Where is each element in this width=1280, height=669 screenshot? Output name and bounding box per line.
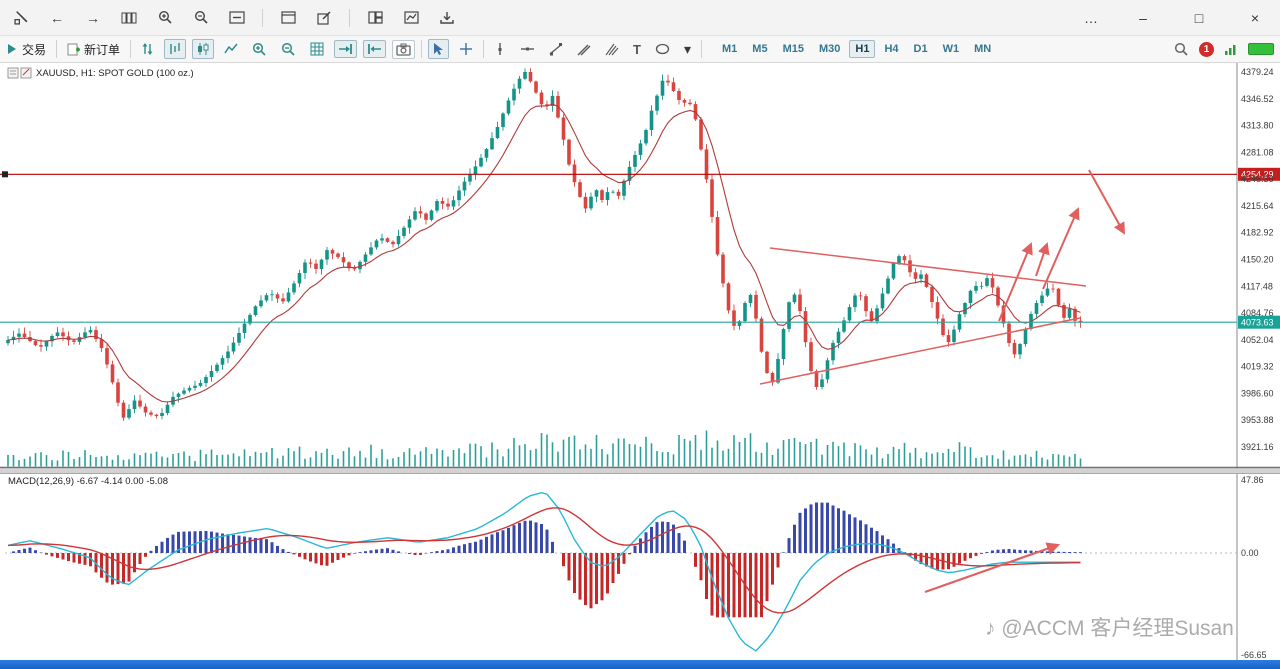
chart-area[interactable]: 4254.29 4073.63 4379.24 4346.52 4313.80 4281.…	[0, 63, 1280, 660]
layout-icon[interactable]	[364, 7, 386, 29]
zoom-in-icon[interactable]	[154, 7, 176, 29]
chart-shift-button[interactable]	[363, 40, 387, 58]
timeframe-m1[interactable]: M1	[722, 43, 738, 55]
back-icon[interactable]: ←	[50, 9, 64, 26]
vertical-line-tool[interactable]	[490, 39, 510, 59]
titlebar: ← →	[0, 0, 1280, 36]
svg-text:XAUUSD, H1: SPOT GOLD (100 oz: XAUUSD, H1: SPOT GOLD (100 oz.)	[36, 68, 194, 79]
pitchfork-tool[interactable]	[601, 39, 623, 59]
autoscroll-button[interactable]	[334, 40, 358, 58]
candles-chart-button[interactable]	[192, 39, 215, 59]
chart-window-icon[interactable]	[400, 7, 422, 29]
zoom-out-icon[interactable]	[190, 7, 212, 29]
timeframe-bar: M1 M5 M15 M30 H1 H4 D1 W1 MN	[716, 40, 997, 58]
price-chart[interactable]: 4254.29 4073.63 4379.24 4346.52 4313.80 4281.…	[0, 63, 1280, 660]
svg-text:4346.52: 4346.52	[1241, 94, 1274, 104]
timeframe-m15[interactable]: M15	[782, 43, 804, 55]
toolbar-separator	[701, 40, 703, 58]
svg-text:4313.80: 4313.80	[1241, 121, 1274, 131]
window-controls: … – □ ×	[1080, 0, 1280, 35]
timeframe-m5[interactable]: M5	[752, 43, 768, 55]
grid-button[interactable]	[306, 39, 328, 59]
svg-text:4248.36: 4248.36	[1241, 174, 1274, 184]
connection-status-bar	[1248, 43, 1274, 55]
tile-windows-icon[interactable]	[118, 7, 140, 29]
indicator-box-icon[interactable]	[226, 7, 248, 29]
titlebar-separator	[262, 8, 263, 27]
search-icon[interactable]	[1170, 39, 1193, 60]
compose-icon[interactable]	[313, 7, 335, 29]
svg-text:4019.32: 4019.32	[1241, 362, 1274, 372]
zoom-out-chart-button[interactable]	[277, 39, 300, 60]
save-icon[interactable]	[436, 7, 458, 29]
tools-dropdown-icon[interactable]: ▾	[683, 41, 692, 57]
trade-label: 交易	[22, 42, 47, 57]
line-chart-button[interactable]	[220, 39, 242, 59]
timeframe-h4[interactable]: H4	[884, 43, 899, 55]
horizontal-line-tool[interactable]	[516, 40, 539, 58]
bars-chart-button[interactable]	[164, 39, 187, 59]
trade-button[interactable]: 交易	[2, 38, 50, 61]
tools-icon[interactable]	[10, 7, 32, 29]
toolbar-separator	[56, 40, 58, 58]
svg-text:4150.20: 4150.20	[1241, 255, 1274, 265]
svg-text:4215.64: 4215.64	[1241, 201, 1274, 211]
svg-text:0.00: 0.00	[1241, 548, 1259, 558]
notification-badge[interactable]: 1	[1199, 41, 1214, 57]
svg-text:♪ @ACCM 客户经理Susan: ♪ @ACCM 客户经理Susan	[985, 617, 1234, 640]
maximize-button[interactable]: □	[1194, 9, 1204, 26]
minimize-button[interactable]: –	[1139, 9, 1147, 26]
forward-icon[interactable]: →	[86, 9, 100, 26]
new-window-icon[interactable]	[277, 7, 299, 29]
updown-arrows-icon[interactable]	[137, 39, 158, 59]
svg-text:4084.76: 4084.76	[1241, 308, 1274, 318]
chart-toolbar: 交易 新订单	[0, 36, 1280, 63]
timeframe-mn[interactable]: MN	[974, 43, 992, 55]
svg-text:47.86: 47.86	[1241, 475, 1264, 485]
svg-text:4281.08: 4281.08	[1241, 147, 1274, 157]
cursor-button[interactable]	[428, 39, 450, 59]
timeframe-h1[interactable]: H1	[849, 40, 876, 58]
svg-text:MACD(12,26,9) -6.67 -4.14 0.00: MACD(12,26,9) -6.67 -4.14 0.00 -5.08	[8, 476, 168, 487]
titlebar-icons: ← →	[0, 0, 458, 35]
svg-text:3953.88: 3953.88	[1241, 415, 1274, 425]
svg-text:3986.60: 3986.60	[1241, 388, 1274, 398]
svg-text:4254.29: 4254.29	[1241, 170, 1274, 180]
svg-text:4117.48: 4117.48	[1241, 281, 1273, 291]
timeframe-d1[interactable]: D1	[913, 43, 928, 55]
screenshot-button[interactable]	[392, 39, 416, 59]
close-button[interactable]: ×	[1250, 9, 1260, 26]
toolbar-separator	[130, 40, 132, 58]
more-menu-icon[interactable]: …	[1084, 9, 1098, 26]
svg-text:4073.63: 4073.63	[1241, 318, 1274, 328]
zoom-in-chart-button[interactable]	[248, 39, 271, 60]
timeframe-w1[interactable]: W1	[942, 43, 960, 55]
svg-text:3921.16: 3921.16	[1241, 442, 1274, 452]
svg-text:4052.04: 4052.04	[1241, 335, 1274, 345]
svg-text:4379.24: 4379.24	[1241, 67, 1274, 77]
text-tool[interactable]: T	[633, 41, 641, 57]
svg-text:4182.92: 4182.92	[1241, 228, 1274, 238]
shapes-tool[interactable]	[651, 40, 674, 58]
trendline-tool[interactable]	[545, 39, 567, 59]
timeframe-m30[interactable]: M30	[818, 43, 841, 55]
toolbar-separator	[421, 40, 423, 58]
channel-tool[interactable]	[573, 39, 595, 59]
new-order-label: 新订单	[84, 42, 121, 57]
crosshair-button[interactable]	[455, 39, 477, 59]
new-order-button[interactable]: 新订单	[63, 38, 124, 61]
svg-text:-66.65: -66.65	[1241, 650, 1267, 660]
toolbar-separator	[483, 40, 485, 58]
connection-bars-icon	[1220, 40, 1242, 59]
titlebar-separator	[349, 8, 350, 27]
taskbar-strip	[0, 660, 1280, 669]
